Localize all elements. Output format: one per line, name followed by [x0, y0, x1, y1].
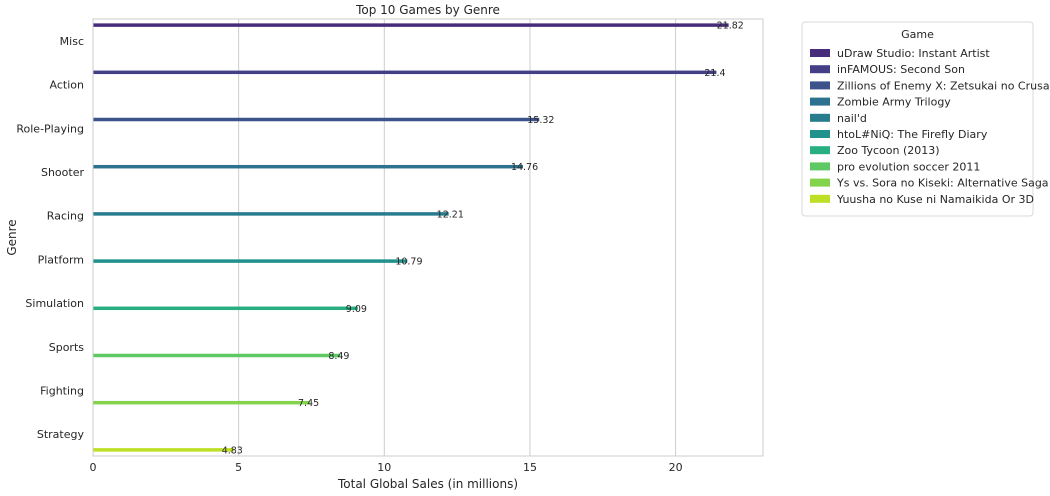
data-label: 7.45 — [298, 398, 319, 409]
y-tick-label: Role-Playing — [16, 122, 84, 135]
legend-swatch — [810, 178, 830, 187]
x-tick-label: 0 — [90, 461, 97, 474]
y-tick-label: Misc — [60, 35, 84, 48]
legend-swatch — [810, 113, 830, 122]
data-label: 10.79 — [395, 257, 422, 268]
x-tick-label: 10 — [377, 461, 391, 474]
bar — [93, 212, 449, 216]
data-label: 4.83 — [222, 445, 243, 456]
data-label: 15.32 — [527, 115, 554, 126]
y-tick-label: Racing — [47, 210, 84, 223]
legend-entry: pro evolution soccer 2011 — [837, 160, 980, 173]
legend-box — [801, 21, 1034, 217]
y-tick-label: Action — [50, 79, 84, 92]
legend-entry: htoL#NiQ: The Firefly Diary — [837, 128, 988, 141]
legend-swatch — [810, 49, 830, 57]
data-label: 21.82 — [717, 21, 744, 32]
legend-swatch — [810, 162, 830, 171]
legend-swatch — [810, 130, 830, 138]
x-tick-label: 5 — [235, 461, 242, 474]
y-tick-label: Fighting — [40, 384, 84, 397]
bar — [93, 448, 234, 452]
legend-entry: Zillions of Enemy X: Zetsukai no Crusade — [837, 79, 1050, 92]
y-tick-label: Shooter — [41, 166, 84, 179]
legend-entry: Zombie Army Trilogy — [837, 96, 951, 109]
legend-entry: nail'd — [837, 112, 867, 125]
bar — [93, 306, 358, 311]
legend-swatch — [810, 146, 830, 155]
bar — [93, 353, 341, 358]
legend-swatch — [810, 65, 830, 74]
legend-title: Game — [901, 28, 934, 41]
plot-frame — [92, 18, 764, 457]
bar — [93, 164, 523, 169]
legend-entry: uDraw Studio: Instant Artist — [837, 47, 990, 60]
data-label: 9.09 — [346, 304, 367, 315]
legend-entry: Yuusha no Kuse ni Namaikida Or 3D — [836, 193, 1034, 206]
data-label: 8.49 — [328, 351, 349, 362]
legend-swatch — [810, 81, 830, 90]
y-tick-label: Strategy — [37, 428, 85, 441]
y-tick-label: Sports — [49, 341, 85, 354]
x-tick-label: 20 — [669, 461, 683, 474]
y-tick-label: Platform — [38, 253, 84, 266]
data-label: 12.21 — [437, 209, 464, 220]
bar — [93, 400, 311, 405]
data-label: 14.76 — [511, 162, 538, 173]
x-tick-label: 15 — [523, 461, 537, 474]
y-tick-label: Simulation — [25, 297, 84, 310]
bar — [93, 117, 540, 122]
y-axis-title: Genre — [5, 219, 19, 255]
bar — [93, 259, 408, 263]
legend-entry: inFAMOUS: Second Son — [837, 63, 965, 76]
chart-title: Top 10 Games by Genre — [355, 3, 500, 17]
bar — [93, 23, 729, 27]
legend-entry: Ys vs. Sora no Kiseki: Alternative Saga — [836, 177, 1049, 190]
legend-swatch — [810, 194, 830, 203]
legend-entry: Zoo Tycoon (2013) — [837, 144, 940, 157]
data-label: 21.4 — [704, 68, 725, 79]
bar — [93, 70, 717, 75]
legend-swatch — [810, 97, 830, 106]
x-axis-title: Total Global Sales (in millions) — [337, 477, 518, 491]
